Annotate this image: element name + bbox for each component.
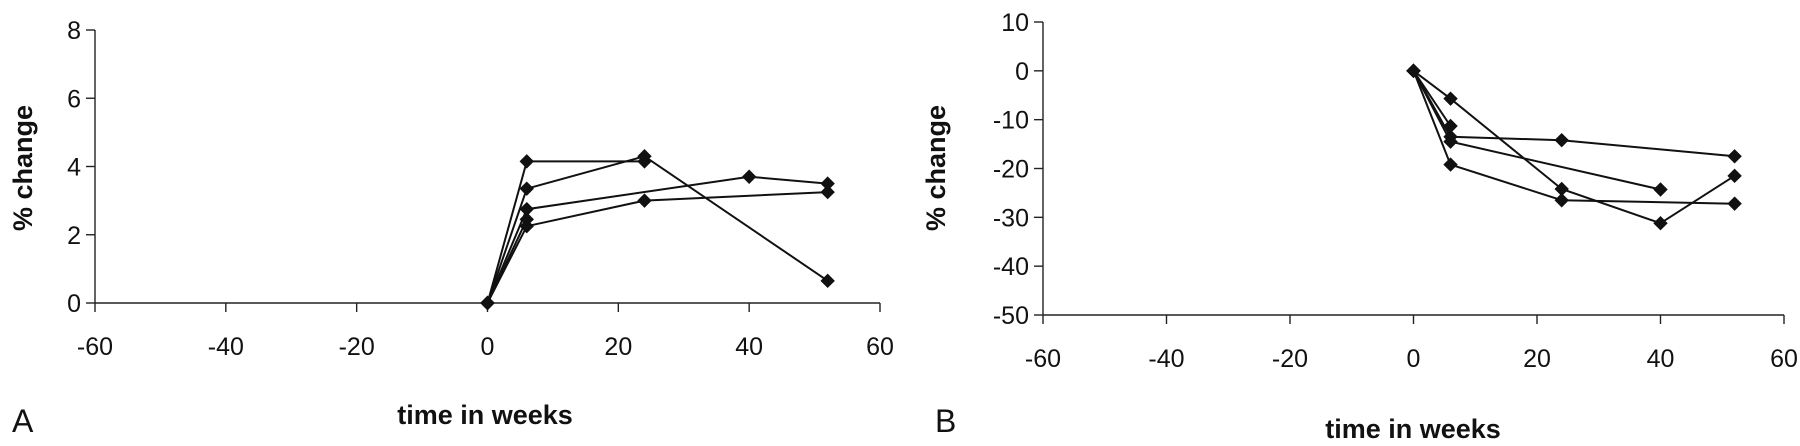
x-tick-label: -20 [339, 333, 375, 361]
panel-letter: A [12, 403, 34, 439]
data-point-s1 [1554, 132, 1569, 148]
data-point-s4 [637, 193, 652, 208]
y-tick-label: 6 [67, 85, 81, 113]
data-point-s2 [637, 149, 652, 164]
y-tick-label: -30 [993, 204, 1029, 232]
series-line-5 [1412, 70, 1452, 127]
y-tick-label: -40 [993, 253, 1029, 281]
data-point-s5 [480, 295, 495, 311]
data-point-s4 [1443, 157, 1458, 172]
y-tick-label: 10 [1001, 9, 1029, 37]
x-tick-label: -40 [208, 333, 244, 361]
data-point-s5 [1443, 118, 1458, 134]
series-line-5 [486, 218, 528, 304]
data-point-s1 [519, 154, 534, 169]
data-point-s3 [1727, 168, 1742, 184]
x-tick-label: -60 [77, 333, 113, 361]
data-point-s4 [820, 184, 835, 200]
panel-a: 0 2 4 6 8 -60 -40 -20 0 20 40 60 % change time in wee… [8, 17, 894, 439]
y-axis-label: % change [921, 105, 951, 231]
x-tick-label: 20 [1523, 345, 1551, 373]
y-tick-label: 0 [67, 290, 81, 318]
y-tick-label: -10 [993, 107, 1029, 135]
data-point-s1 [1727, 149, 1742, 164]
x-axis-label: time in weeks [397, 400, 573, 430]
series-line-4 [1412, 70, 1735, 205]
series-line-4 [486, 191, 828, 304]
x-axis-label: time in weeks [1325, 414, 1501, 444]
data-point-s2 [820, 273, 835, 289]
series-group [480, 149, 835, 311]
data-point-s3 [741, 169, 757, 184]
y-axis-label: % change [8, 105, 38, 231]
y-tick-label: -20 [993, 156, 1029, 184]
y-tick-label: 4 [67, 154, 81, 182]
axes: -50 -40 -30 -20 -10 0 10 -60 -40 -20 0 20 40 60 % chan… [921, 9, 1798, 444]
data-point-s2 [519, 181, 534, 196]
data-point-s3 [1653, 215, 1668, 231]
data-point-s2 [1443, 134, 1458, 149]
series-group [1406, 63, 1742, 231]
x-tick-label: 40 [735, 333, 763, 361]
data-point-s4 [1727, 196, 1742, 211]
y-tick-label: -50 [993, 302, 1029, 330]
x-tick-label: 0 [481, 333, 495, 361]
x-tick-label: 60 [866, 333, 894, 361]
data-point-s3 [1443, 91, 1458, 106]
x-tick-label: 60 [1770, 345, 1798, 373]
data-point-s5 [1406, 63, 1421, 79]
data-point-s5 [519, 212, 534, 227]
data-point-s4 [1554, 193, 1569, 208]
panel-b: -50 -40 -30 -20 -10 0 10 -60 -40 -20 0 20 40 60 % chan… [921, 9, 1798, 444]
series-line-3 [486, 175, 828, 304]
x-tick-label: -60 [1025, 345, 1061, 373]
y-tick-label: 8 [67, 17, 81, 45]
x-tick-label: 20 [604, 333, 632, 361]
x-tick-label: 40 [1647, 345, 1675, 373]
y-tick-label: 0 [1015, 58, 1029, 86]
data-point-s2 [1653, 182, 1668, 197]
x-tick-label: -20 [1272, 345, 1308, 373]
x-tick-label: -40 [1148, 345, 1184, 373]
x-tick-label: 0 [1407, 345, 1421, 373]
panel-letter: B [935, 403, 956, 439]
series-line-1 [1412, 70, 1735, 158]
axes: 0 2 4 6 8 -60 -40 -20 0 20 40 60 % change time in wee… [8, 17, 894, 439]
y-tick-label: 2 [67, 222, 81, 250]
series-line-2 [486, 155, 829, 304]
